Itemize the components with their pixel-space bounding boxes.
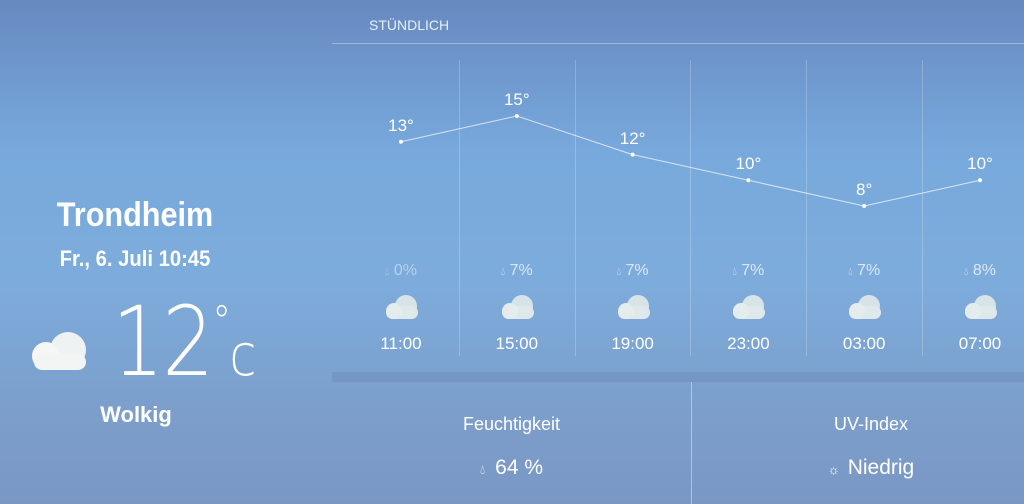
temperature-point (514, 114, 519, 118)
current-temperature: 12°c (112, 286, 257, 398)
temperature-point (978, 178, 982, 183)
precipitation-chance: 💧︎ 8% (964, 262, 996, 279)
hourly-header: STÜNDLICH (332, 0, 1024, 44)
hour-time: 19:00 (611, 334, 654, 353)
divider-strip (332, 372, 1024, 382)
current-weather: Trondheim Fr., 6. Juli 10:45 12°c Wolkig (0, 0, 332, 504)
panel-divider (691, 382, 692, 504)
temperature-label: 13° (388, 115, 414, 135)
cloud-icon (733, 295, 766, 319)
hourly-forecast: 💧︎ 0% 11:00 13° 💧︎ 7% 15:00 15° 💧︎ 7% 19:00 1… (332, 44, 1024, 372)
temperature-label: 10° (967, 154, 993, 174)
hour-time: 23:00 (727, 334, 770, 353)
column-separator (690, 60, 692, 356)
temperature-point (399, 139, 403, 144)
hourly-title: STÜNDLICH (369, 17, 450, 33)
hourly-item: 💧︎ 7% 23:00 (690, 60, 806, 356)
city-name: Trondheim (56, 196, 214, 234)
hour-time: 07:00 (958, 334, 1002, 353)
column-separator (574, 60, 576, 356)
humidity-panel: Feuchtigkeit 💧︎ 64 % (332, 382, 691, 504)
raindrop-icon: 💧︎ (385, 266, 390, 278)
hourly-item: 💧︎ 7% 19:00 (575, 60, 691, 356)
raindrop-icon: 💧︎ (848, 266, 853, 278)
temperature-label: 8° (856, 180, 873, 200)
humidity-value: 64 % (495, 456, 544, 479)
condition-text: Wolkig (100, 402, 172, 427)
raindrop-icon: 💧︎ (616, 266, 621, 278)
hour-time: 11:00 (380, 334, 422, 353)
temperature-point (630, 152, 635, 157)
uv-icon: ☼ (827, 462, 840, 477)
humidity-icon: 💧︎ (479, 462, 486, 477)
cloud-icon (849, 295, 882, 319)
precipitation-chance: 💧︎ 7% (616, 262, 649, 279)
date-time: Fr., 6. Juli 10:45 (59, 246, 211, 271)
temperature-point (862, 204, 867, 209)
precipitation-chance: 💧︎ 7% (732, 262, 765, 279)
column-separator (806, 60, 808, 356)
raindrop-icon: 💧︎ (732, 266, 737, 278)
temperature-label: 10° (735, 154, 762, 174)
precipitation-chance: 💧︎ 0% (385, 262, 417, 279)
hourly-item: 💧︎ 8% 07:00 (922, 60, 1024, 356)
column-separator (458, 60, 460, 356)
uv-panel: UV-Index ☼ Niedrig (692, 382, 1024, 504)
hourly-item: 💧︎ 0% 11:00 (343, 60, 459, 356)
raindrop-icon: 💧︎ (964, 266, 969, 278)
uv-label: UV-Index (833, 414, 909, 434)
raindrop-icon: 💧︎ (500, 266, 506, 278)
humidity-label: Feuchtigkeit (462, 414, 561, 434)
cloud-icon (501, 295, 534, 319)
precipitation-chance: 💧︎ 7% (848, 262, 881, 279)
hour-time: 15:00 (495, 334, 539, 353)
temperature-point (746, 178, 751, 183)
precipitation-chance: 💧︎ 7% (500, 262, 533, 279)
cloud-icon (386, 295, 418, 319)
temperature-line (400, 115, 981, 207)
temperature-label: 15° (503, 90, 530, 109)
cloud-icon (32, 332, 86, 370)
hour-time: 03:00 (842, 334, 886, 353)
cloud-icon (965, 295, 997, 319)
cloud-icon (617, 295, 650, 319)
temperature-label: 12° (619, 128, 646, 148)
uv-value: Niedrig (847, 456, 915, 479)
hourly-item: 💧︎ 7% 03:00 (806, 60, 922, 356)
temperature-line-chart (399, 114, 982, 209)
hourly-item: 💧︎ 7% 15:00 (459, 60, 575, 356)
column-separator (922, 60, 923, 356)
